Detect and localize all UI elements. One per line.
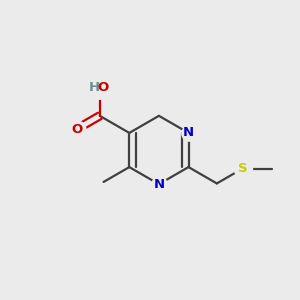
Text: H: H bbox=[89, 81, 100, 94]
Text: S: S bbox=[238, 162, 247, 175]
Text: N: N bbox=[153, 178, 164, 191]
Text: N: N bbox=[183, 126, 194, 140]
Text: O: O bbox=[71, 123, 82, 136]
Text: O: O bbox=[98, 81, 109, 94]
